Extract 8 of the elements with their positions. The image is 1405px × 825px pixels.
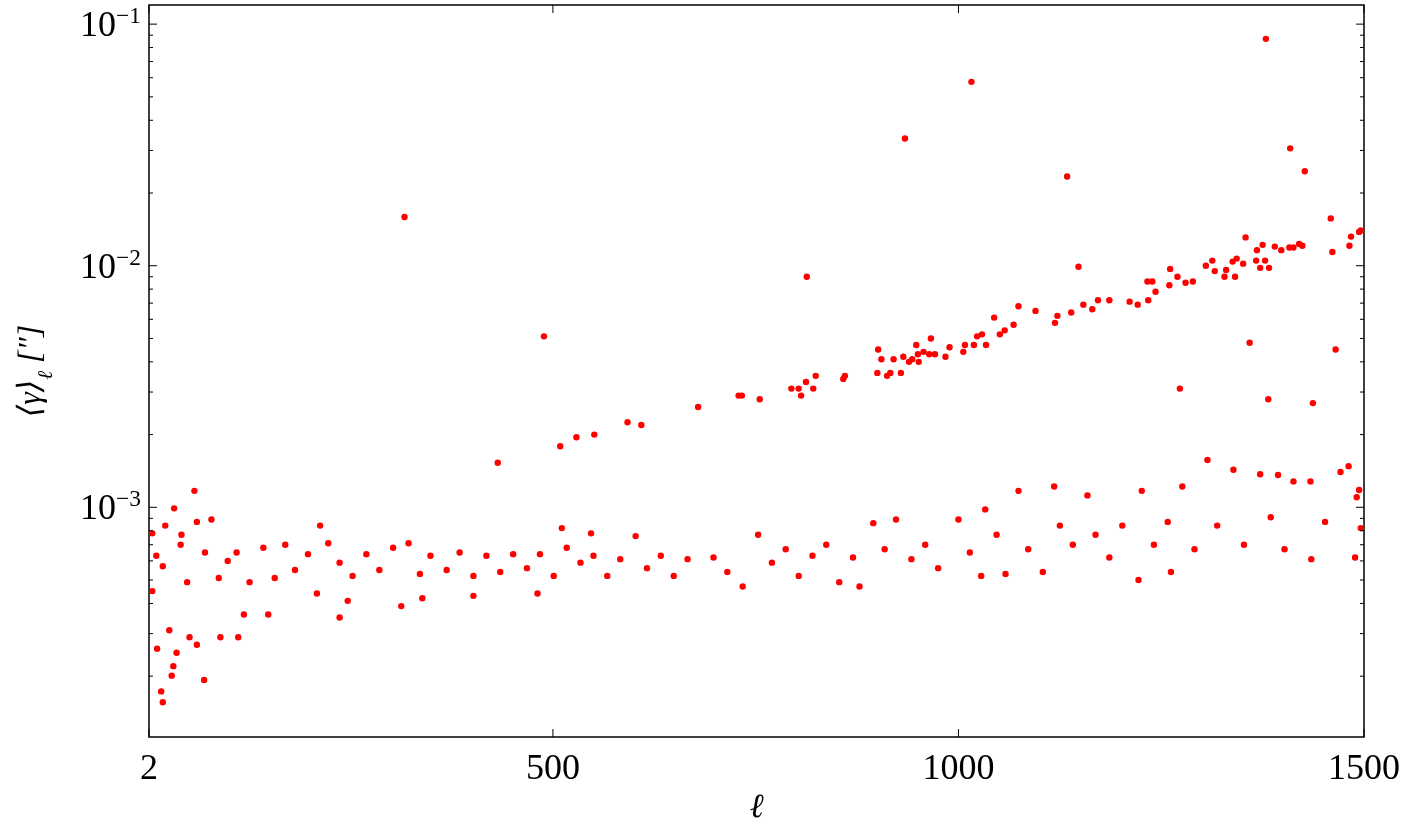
x-axis-title: ℓ: [749, 787, 764, 824]
y-tick-label: 10$^{−2}$: [80, 243, 141, 286]
x-tick-label: 1000: [922, 747, 995, 787]
y-tick-label: 10$^{−3}$: [80, 485, 141, 528]
y-tick-label: 10$^{−1}$: [80, 2, 141, 45]
x-tick-label: 2: [140, 747, 158, 787]
x-tick-label: 500: [525, 747, 580, 787]
x-tick-label: 1500: [1328, 747, 1400, 787]
